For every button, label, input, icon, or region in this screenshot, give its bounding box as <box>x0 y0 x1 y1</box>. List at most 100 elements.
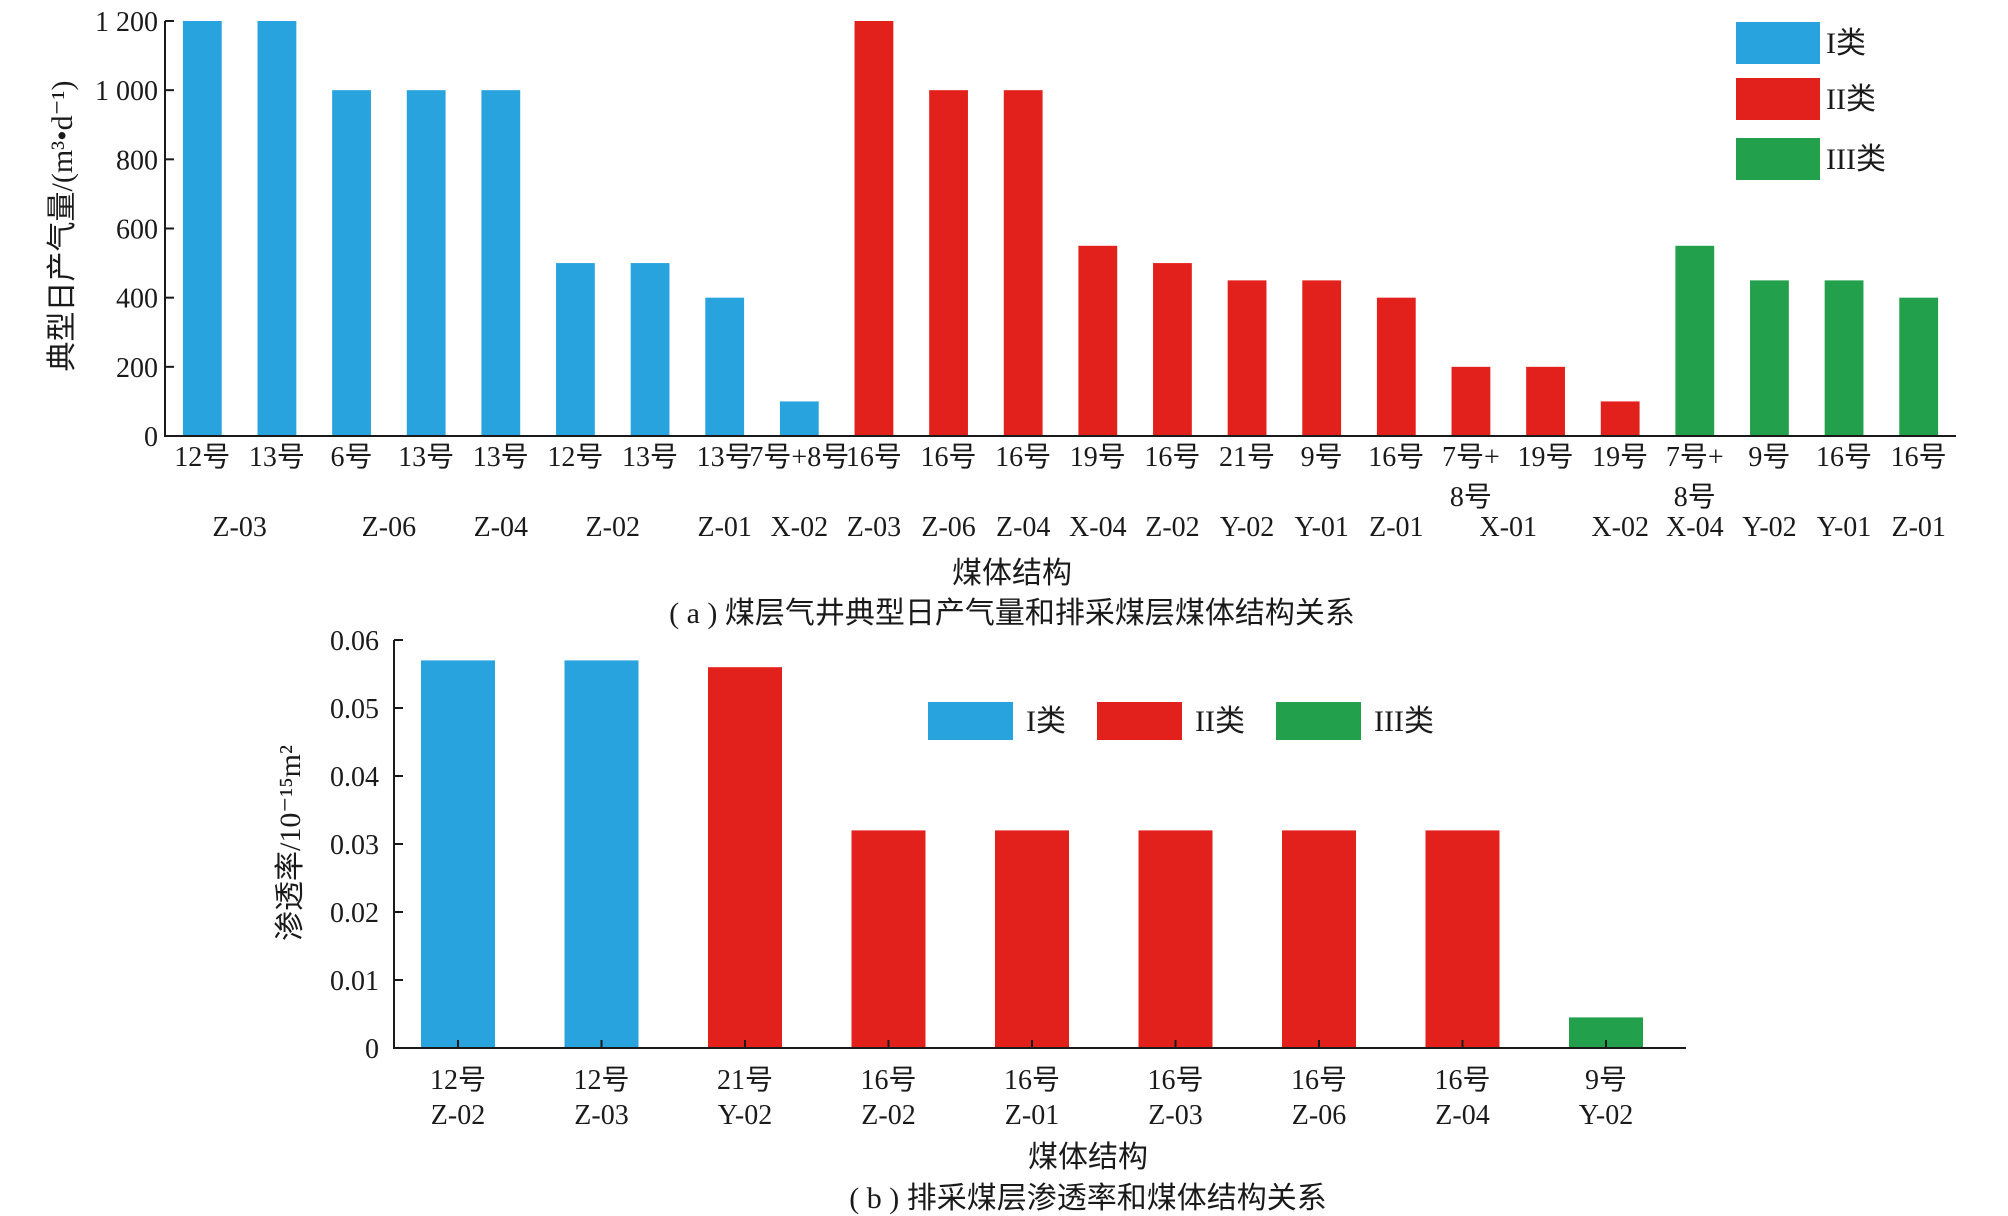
chart-a-xtick-structure: Y-01 <box>1817 512 1871 543</box>
chart-b-bar <box>1425 830 1500 1048</box>
chart-a-xtick-seam: 21号 <box>1219 442 1275 473</box>
chart-b-bar <box>421 660 495 1048</box>
chart-a-bar <box>1078 245 1118 436</box>
chart-a-xtick-structure: Y-02 <box>1220 512 1274 543</box>
chart-b-xtick-structure: Y-02 <box>718 1100 772 1131</box>
chart-a-xtick-structure: Z-02 <box>586 512 640 543</box>
chart-a-xtick-seam: 9号 <box>1301 442 1343 473</box>
chart-b-ytick-label: 0.01 <box>330 966 379 997</box>
chart-a-xtick-structure: Z-06 <box>362 512 416 543</box>
chart-a-bar <box>556 263 595 436</box>
chart-a-xtick-structure: X-02 <box>1591 512 1649 543</box>
chart-a-xtick-seam: 8号 <box>1674 482 1716 513</box>
chart-a-xtick-seam: 12号 <box>174 442 230 473</box>
chart-a-xtick-structure: Z-01 <box>1891 512 1945 543</box>
chart-a-ytick-label: 400 <box>116 284 158 315</box>
chart-a-xtick-structure: X-04 <box>1069 512 1127 543</box>
chart-b-xtick-structure: Z-01 <box>1005 1100 1059 1131</box>
chart-a-xtick-structure: Z-01 <box>1369 512 1423 543</box>
chart-a-xtick-seam: 19号 <box>1070 442 1126 473</box>
chart-b-bar <box>995 830 1069 1048</box>
chart-a-bar <box>1003 90 1043 437</box>
chart-a-xtick-structure: X-02 <box>771 512 829 543</box>
chart-a-bar <box>1227 280 1267 436</box>
chart-b-xtick-structure: Y-02 <box>1579 1100 1633 1131</box>
chart-a-legend-swatch <box>1736 22 1820 64</box>
chart-b-xtick-seam: 16号 <box>1291 1065 1347 1096</box>
chart-b-xtick-structure: Z-03 <box>574 1100 628 1131</box>
chart-b-legend-label: II类 <box>1195 705 1245 738</box>
chart-b-xtick-structure: Z-03 <box>1148 1100 1202 1131</box>
chart-a-bar <box>1451 366 1491 436</box>
chart-a-xtick-structure: Z-03 <box>212 512 266 543</box>
chart-b-ylabel: 渗透率/10⁻¹⁵m² <box>274 745 307 941</box>
chart-a-xtick-seam: 19号 <box>1592 442 1648 473</box>
chart-b-ytick-label: 0 <box>365 1034 379 1065</box>
chart-a-xtick-structure: X-04 <box>1666 512 1724 543</box>
chart-b-legend-label: III类 <box>1374 705 1434 738</box>
chart-a-bar <box>929 90 968 437</box>
chart-a-xtick-structure: Z-01 <box>697 512 751 543</box>
chart-b-caption: ( b ) 排采煤层渗透率和煤体结构关系 <box>849 1182 1326 1215</box>
chart-a-bar <box>481 90 521 437</box>
chart-a-xtick-seam: 13号 <box>622 442 678 473</box>
chart-a-xtick-seam: 16号 <box>921 442 977 473</box>
chart-a-xtick-seam: 12号 <box>547 442 603 473</box>
chart-a-bar <box>257 21 297 436</box>
chart-a-bar <box>1600 401 1640 436</box>
chart-b-ytick-label: 0.04 <box>330 762 379 793</box>
chart-a-xtick-structure: Z-04 <box>996 512 1050 543</box>
chart-a-legend-swatch <box>1736 78 1820 120</box>
chart-a-xtick-seam: 7号+8号 <box>749 442 849 473</box>
chart-a-xtick-seam: 16号 <box>1368 442 1424 473</box>
chart-b-ytick-label: 0.06 <box>330 626 379 657</box>
chart-b-bar <box>1138 830 1213 1048</box>
chart-b-xtick-structure: Z-04 <box>1435 1100 1489 1131</box>
chart-b-ytick-label: 0.03 <box>330 830 379 861</box>
chart-b-legend-swatch <box>928 702 1013 740</box>
chart-a-xtick-seam: 16号 <box>846 442 902 473</box>
chart-a-xtick-seam: 13号 <box>249 442 305 473</box>
chart-a-xtick-seam: 19号 <box>1518 442 1574 473</box>
chart-a-xtick-structure: Y-01 <box>1294 512 1348 543</box>
chart-b-legend-swatch <box>1276 702 1361 740</box>
chart-a-bar <box>1675 245 1715 436</box>
chart-b-ytick-label: 0.05 <box>330 694 379 725</box>
chart-a-xtick-structure: Z-03 <box>847 512 901 543</box>
chart-b-xtick-seam: 9号 <box>1585 1065 1627 1096</box>
chart-a-legend-label: I类 <box>1826 27 1866 60</box>
chart-b-xtick-seam: 16号 <box>860 1065 916 1096</box>
chart-b-xtick-seam: 12号 <box>573 1065 629 1096</box>
chart-a-ytick-label: 800 <box>116 145 158 176</box>
chart-a-bar <box>406 90 446 437</box>
chart-a-ytick-label: 200 <box>116 353 158 384</box>
chart-a-xtick-seam: 9号 <box>1748 442 1790 473</box>
chart-a-xtick-structure: Y-02 <box>1742 512 1796 543</box>
chart-a-xtick-structure: X-01 <box>1479 512 1537 543</box>
chart-b-xtick-structure: Z-06 <box>1292 1100 1346 1131</box>
chart-a-xtick-seam: 16号 <box>1891 442 1947 473</box>
chart-b-xlabel: 煤体结构 <box>1028 1141 1148 1174</box>
chart-a-legend-swatch <box>1736 138 1820 180</box>
chart-a-xtick-seam: 13号 <box>697 442 753 473</box>
chart-a-bar <box>1153 263 1192 436</box>
chart-a-xtick-seam: 16号 <box>1816 442 1872 473</box>
chart-b: 0 0.01 0.02 0.03 0.04 0.05 0.06 12号 Z-02 12号 Z-03… <box>274 626 1686 1215</box>
chart-a-ylabel: 典型日产气量/(m³•d⁻¹) <box>46 81 79 372</box>
chart-a-xtick-seam: 7号+ <box>1666 442 1724 473</box>
chart-b-bar <box>1282 830 1356 1048</box>
chart-b-bar <box>851 830 926 1048</box>
chart-b-xtick-seam: 16号 <box>1004 1065 1060 1096</box>
chart-a-xtick-seam: 13号 <box>398 442 454 473</box>
chart-a-ytick-label: 1 200 <box>95 7 158 38</box>
chart-b-xtick-seam: 21号 <box>717 1065 773 1096</box>
chart-b-xtick-seam: 16号 <box>1434 1065 1490 1096</box>
chart-a-bar <box>779 401 819 436</box>
chart-a-bar <box>705 297 745 436</box>
chart-a-xtick-structure: Z-06 <box>921 512 975 543</box>
chart-a-bar <box>1526 366 1565 436</box>
chart-a-bar <box>1824 280 1864 436</box>
chart-a-bar <box>1302 280 1342 436</box>
chart-a-xtick-seam: 16号 <box>1144 442 1200 473</box>
